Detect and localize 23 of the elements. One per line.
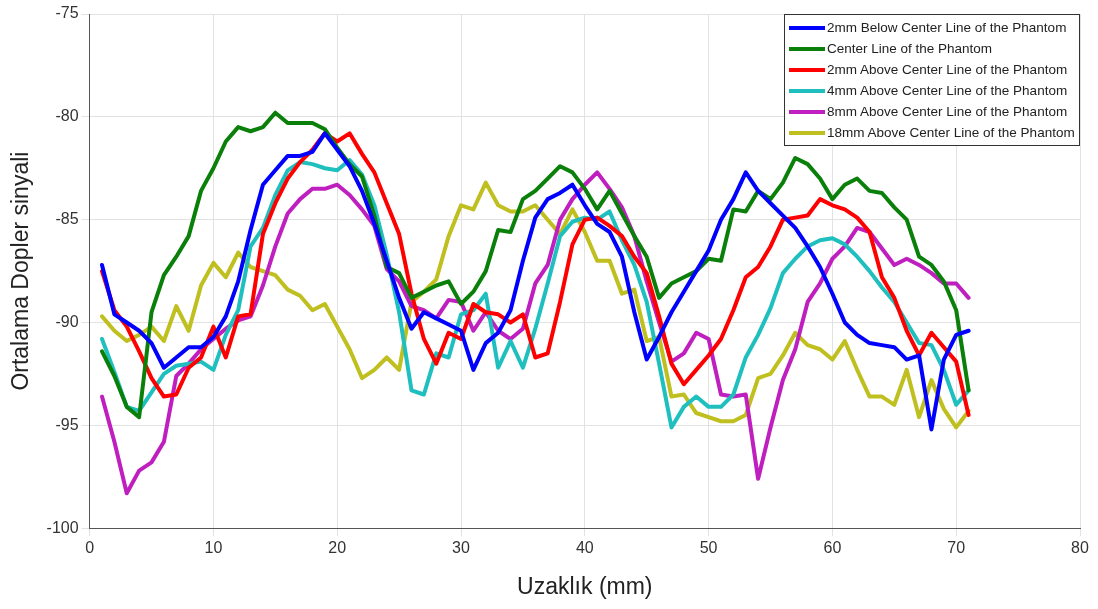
x-axis-title: Uzaklık (mm)	[517, 572, 653, 599]
x-tick-label: 30	[452, 539, 471, 557]
y-tick-label: -85	[55, 210, 79, 228]
x-tick-label: 70	[947, 539, 966, 557]
y-tick-label: -75	[55, 4, 79, 22]
legend-label: Center Line of the Phantom	[827, 41, 993, 56]
legend-label: 4mm Above Center Line of the Phantom	[827, 83, 1068, 98]
y-tick-label: -95	[55, 415, 79, 433]
legend-label: 2mm Below Center Line of the Phantom	[827, 20, 1067, 35]
x-tick-label: 20	[328, 539, 347, 557]
y-axis-title: Ortalama Dopler sinyali	[7, 151, 34, 391]
x-tick-label: 80	[1071, 539, 1089, 557]
y-tick-label: -80	[55, 107, 79, 125]
legend-label: 8mm Above Center Line of the Phantom	[827, 104, 1068, 119]
legend-label: 18mm Above Center Line of the Phantom	[827, 125, 1075, 140]
x-tick-label: 50	[699, 539, 718, 557]
y-tick-label: -100	[46, 518, 79, 536]
x-tick-label: 0	[85, 539, 95, 557]
x-tick-label: 10	[204, 539, 223, 557]
x-tick-label: 40	[575, 539, 594, 557]
x-tick-label: 60	[823, 539, 842, 557]
legend-label: 2mm Above Center Line of the Phantom	[827, 62, 1068, 77]
y-tick-label: -90	[55, 312, 79, 330]
